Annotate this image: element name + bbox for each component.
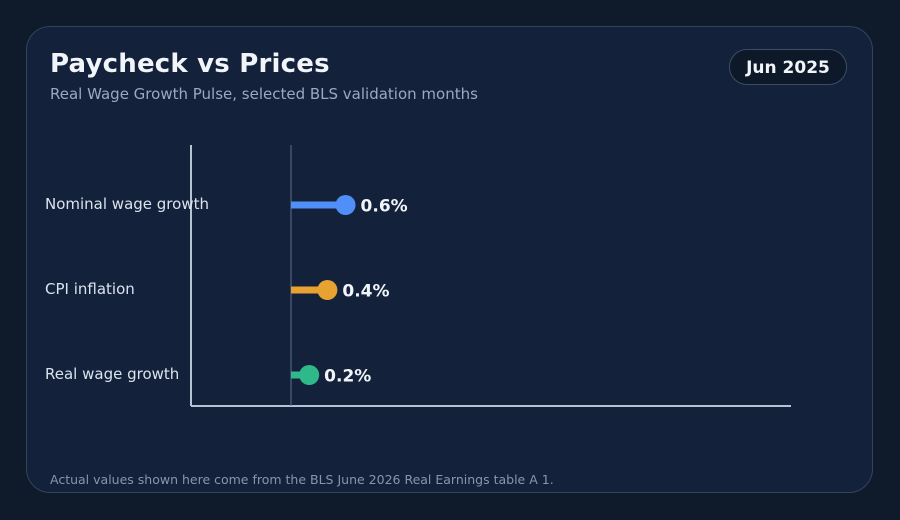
- lollipop-dot: [317, 280, 338, 300]
- lollipop-dot: [335, 195, 356, 215]
- chart-card: Paycheck vs Prices Real Wage Growth Puls…: [26, 26, 873, 493]
- category-label: Real wage growth: [45, 365, 179, 383]
- chart-subtitle: Real Wage Growth Pulse, selected BLS val…: [50, 85, 478, 103]
- value-label: 0.6%: [361, 197, 408, 217]
- source-footnote: Actual values shown here come from the B…: [50, 472, 554, 487]
- lollipop-dot: [299, 365, 320, 385]
- value-label: 0.4%: [342, 282, 389, 302]
- chart-rows: Nominal wage growth 0.6% CPI inflation 0.4%…: [45, 195, 408, 387]
- month-badge: Jun 2025: [729, 49, 847, 85]
- category-label: CPI inflation: [45, 280, 135, 298]
- value-label: 0.2%: [324, 367, 371, 387]
- category-label: Nominal wage growth: [45, 195, 209, 213]
- chart-title: Paycheck vs Prices: [50, 49, 330, 79]
